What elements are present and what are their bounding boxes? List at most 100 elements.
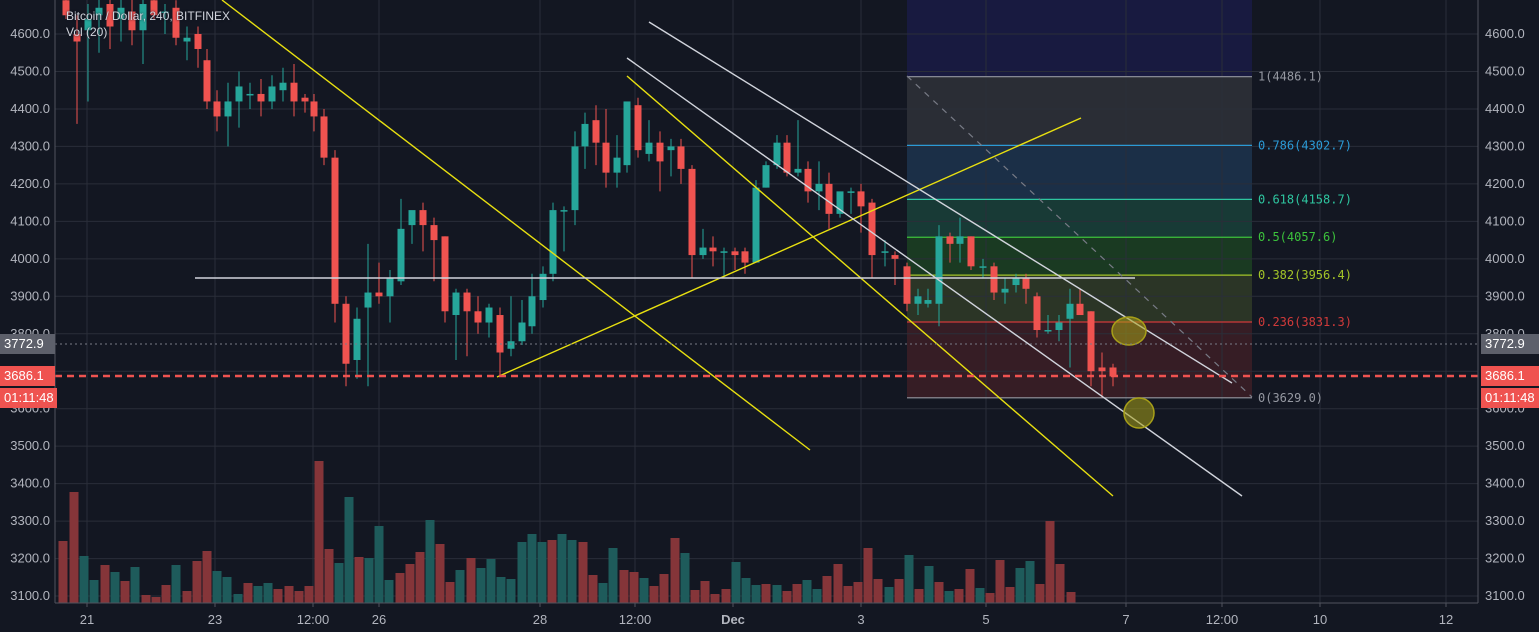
time-axis-label[interactable]: 10 xyxy=(1313,612,1327,627)
price-axis-label-left[interactable]: 3400.0 xyxy=(10,476,50,491)
candle-body xyxy=(301,97,309,102)
price-axis-label-right[interactable]: 4100.0 xyxy=(1485,213,1525,228)
candle-body xyxy=(408,210,416,226)
candle-body xyxy=(914,296,922,304)
volume-bar xyxy=(384,580,394,603)
time-axis-label[interactable]: 5 xyxy=(982,612,989,627)
drawing-tools[interactable] xyxy=(195,0,1253,497)
yellow-downtrend-2[interactable] xyxy=(626,75,1114,497)
price-axis-label-right[interactable]: 4200.0 xyxy=(1485,176,1525,191)
price-axis-label-left[interactable]: 3500.0 xyxy=(10,438,50,453)
volume-bar xyxy=(1025,561,1035,603)
price-axis-label-right[interactable]: 3100.0 xyxy=(1485,588,1525,603)
price-axis-label-left[interactable]: 3100.0 xyxy=(10,588,50,603)
volume-bar xyxy=(374,526,384,603)
price-axis-label-left[interactable]: 4600.0 xyxy=(10,26,50,41)
candle-body xyxy=(891,255,899,259)
candle-body xyxy=(463,292,471,312)
candle-body xyxy=(528,296,536,327)
price-axis-label-right[interactable]: 3200.0 xyxy=(1485,551,1525,566)
candle-body xyxy=(956,236,964,244)
time-axis-label[interactable]: 12:00 xyxy=(1206,612,1239,627)
price-axis-label-right[interactable]: 4300.0 xyxy=(1485,138,1525,153)
candle-body xyxy=(474,311,482,323)
price-axis-label-right[interactable]: 3900.0 xyxy=(1485,288,1525,303)
price-axis-label-left[interactable]: 4200.0 xyxy=(10,176,50,191)
volume-bar xyxy=(741,578,751,603)
volume-bar xyxy=(273,589,283,603)
yellow-uptrend[interactable] xyxy=(496,117,1082,378)
volume-bar xyxy=(894,579,904,603)
price-axis-label-left[interactable]: 4300.0 xyxy=(10,138,50,153)
time-axis-label[interactable]: 12:00 xyxy=(619,612,652,627)
fib-level-label: 0.5(4057.6) xyxy=(1258,230,1337,244)
time-axis-label[interactable]: 23 xyxy=(208,612,222,627)
volume-bar xyxy=(578,542,588,603)
price-axis-label-right[interactable]: 4400.0 xyxy=(1485,101,1525,116)
candle-body xyxy=(794,168,802,173)
volume-bar xyxy=(802,580,812,603)
volume-bar xyxy=(425,520,435,603)
volume-indicator-title[interactable]: Vol (20) xyxy=(66,25,108,39)
candle-body xyxy=(539,273,547,301)
fib-level-label: 0.382(3956.4) xyxy=(1258,268,1352,282)
candle-body xyxy=(117,7,125,20)
volume-bar xyxy=(700,581,710,603)
candle-body xyxy=(967,236,975,267)
volume-bar xyxy=(58,541,68,603)
volume-bar xyxy=(89,580,99,603)
price-axis-label-right[interactable]: 4500.0 xyxy=(1485,63,1525,78)
volume-bar xyxy=(334,563,344,603)
price-axis-label-right[interactable]: 3300.0 xyxy=(1485,513,1525,528)
candle-body xyxy=(1087,311,1095,372)
time-axis-label[interactable]: 26 xyxy=(372,612,386,627)
candle-body xyxy=(375,292,383,297)
volume-bar xyxy=(151,597,161,603)
volume-bar xyxy=(884,587,894,603)
candle-body xyxy=(1055,322,1063,331)
time-axis-label[interactable]: Dec xyxy=(721,612,745,627)
price-axis-label-left[interactable]: 4100.0 xyxy=(10,213,50,228)
volume-bar xyxy=(284,586,294,603)
volume-bar xyxy=(853,582,863,603)
volume-bar xyxy=(1066,592,1076,603)
fib-level-label: 0.236(3831.3) xyxy=(1258,315,1352,329)
price-axis-label-right[interactable]: 4000.0 xyxy=(1485,251,1525,266)
price-candles xyxy=(62,0,1117,398)
volume-bar xyxy=(455,570,465,603)
price-axis-label-right[interactable]: 4600.0 xyxy=(1485,26,1525,41)
price-axis-label-left[interactable]: 4000.0 xyxy=(10,251,50,266)
volume-bar xyxy=(476,568,486,603)
time-axis-label[interactable]: 12:00 xyxy=(297,612,330,627)
price-axis-label-left[interactable]: 3300.0 xyxy=(10,513,50,528)
price-axis-label-left[interactable]: 4500.0 xyxy=(10,63,50,78)
candle-body xyxy=(419,210,427,226)
candle-body xyxy=(634,105,642,151)
price-axis-label-left[interactable]: 3200.0 xyxy=(10,551,50,566)
volume-bar xyxy=(954,589,964,603)
volume-bar xyxy=(751,585,761,603)
candle-body xyxy=(881,251,889,253)
time-axis-label[interactable]: 21 xyxy=(80,612,94,627)
symbol-title[interactable]: Bitcoin / Dollar, 240, BITFINEX xyxy=(66,9,231,23)
price-axis-label-right[interactable]: 3500.0 xyxy=(1485,438,1525,453)
fibonacci-retracement-lines[interactable]: 1(4486.1) 0.786(4302.7) 0.618(4158.7) 0.5(4… xyxy=(907,70,1352,405)
candle-body xyxy=(667,146,675,151)
price-axis-label-left[interactable]: 4400.0 xyxy=(10,101,50,116)
volume-bar xyxy=(690,590,700,603)
highlight-upper[interactable] xyxy=(1111,316,1147,346)
time-axis-label[interactable]: 7 xyxy=(1122,612,1129,627)
candle-body xyxy=(62,0,70,16)
price-axis-label-left[interactable]: 3900.0 xyxy=(10,288,50,303)
time-axis-label[interactable]: 28 xyxy=(533,612,547,627)
price-axis-label-right[interactable]: 3400.0 xyxy=(1485,476,1525,491)
time-axis-label[interactable]: 12 xyxy=(1439,612,1453,627)
volume-bar xyxy=(415,552,425,603)
candle-body xyxy=(903,266,911,304)
time-axis-label[interactable]: 3 xyxy=(857,612,864,627)
highlight-lower[interactable] xyxy=(1123,397,1155,429)
crosshair-price-badge-left: 3772.9 xyxy=(0,334,55,354)
candle-body xyxy=(645,142,653,154)
yellow-downtrend-1[interactable] xyxy=(221,0,811,451)
